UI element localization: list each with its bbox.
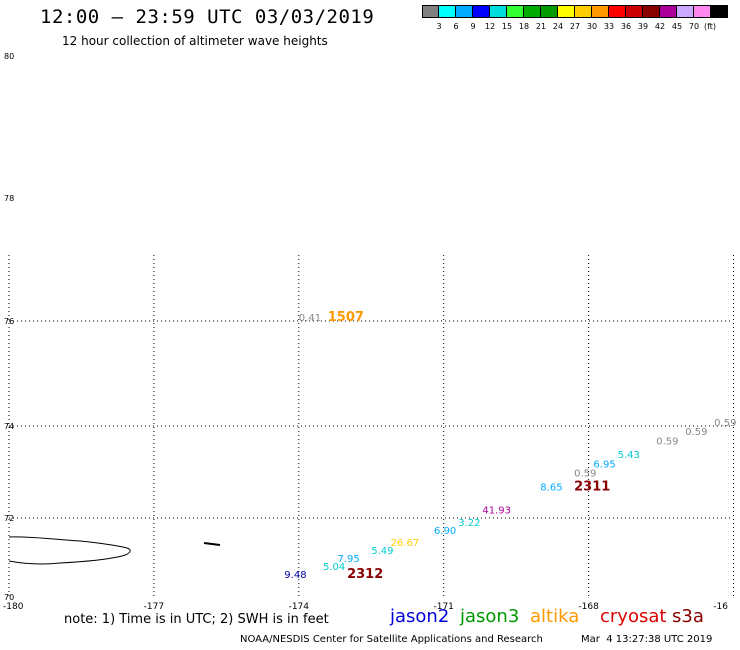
colorbar-label: 70 (688, 22, 700, 31)
colorbar-label: 3 (436, 22, 442, 31)
latitude-label: 80 (4, 52, 14, 61)
longitude-label: -180 (3, 602, 24, 612)
latitude-label: 70 (4, 593, 14, 602)
colorbar-swatch (643, 5, 660, 18)
page-title: 12:00 – 23:59 UTC 03/03/2019 (40, 6, 375, 28)
colorbar-swatch (575, 5, 592, 18)
colorbar-swatch (473, 5, 490, 18)
colorbar-swatch (524, 5, 541, 18)
colorbar-frame (422, 5, 728, 18)
colorbar-label: 24 (552, 22, 564, 31)
wave-height-label: 26.67 (391, 538, 420, 549)
wave-height-label: 0.41 (299, 313, 321, 324)
longitude-label: -177 (144, 602, 164, 612)
colorbar-label: 45 (671, 22, 683, 31)
herald-island-coast (203, 542, 221, 546)
pass-time-label: 2311 (574, 479, 610, 494)
colorbar-swatch (626, 5, 643, 18)
footer-timestamp: Mar 4 13:27:38 UTC 2019 (581, 634, 713, 645)
legend-altika: altika (530, 606, 580, 627)
colorbar-swatch (677, 5, 694, 18)
colorbar-swatch (660, 5, 677, 18)
wave-height-label: 0.59 (656, 436, 678, 447)
wave-height-label: 0.59 (714, 418, 736, 429)
colorbar-swatch (456, 5, 473, 18)
colorbar-label: 15 (501, 22, 513, 31)
colorbar-swatch (541, 5, 558, 18)
colorbar-swatch (592, 5, 609, 18)
wave-height-label: 5.49 (371, 546, 393, 557)
units-note: note: 1) Time is in UTC; 2) SWH is in fe… (64, 612, 329, 627)
legend-cryosat: cryosat (600, 606, 667, 627)
colorbar-label: 30 (586, 22, 598, 31)
wave-height-label: 9.48 (284, 570, 306, 581)
colorbar-label: 6 (453, 22, 459, 31)
wave-height-label: 7.95 (337, 554, 359, 565)
longitude-label: -16 (713, 602, 728, 612)
wrangel-island-coast (8, 536, 131, 565)
longitude-label: -171 (433, 602, 453, 612)
colorbar-swatch (439, 5, 456, 18)
colorbar-label: 9 (470, 22, 476, 31)
latitude-label: 76 (4, 317, 14, 326)
wave-height-label: 5.43 (618, 450, 640, 461)
colorbar-swatch (422, 5, 439, 18)
longitude-label: -174 (289, 602, 310, 612)
pass-time-label: 1507 (328, 310, 364, 325)
wave-height-label: 8.65 (540, 482, 562, 493)
longitude-label: -168 (578, 602, 599, 612)
page-subtitle: 12 hour collection of altimeter wave hei… (62, 34, 328, 48)
legend-s3a: s3a (672, 606, 704, 627)
colorbar-label: 12 (484, 22, 496, 31)
wave-height-label: 0.59 (574, 469, 596, 480)
colorbar-swatch (490, 5, 507, 18)
colorbar-label: 33 (603, 22, 615, 31)
wave-height-label: 6.90 (434, 526, 456, 537)
wave-height-label: 0.59 (685, 427, 707, 438)
colorbar-label: 21 (535, 22, 547, 31)
latitude-label: 74 (4, 422, 14, 431)
colorbar-label: 36 (620, 22, 632, 31)
wave-height-label: 5.04 (323, 562, 345, 573)
legend-jason3: jason3 (460, 606, 520, 627)
wave-height-label: 6.95 (593, 459, 615, 470)
wave-height-label: 3.22 (458, 518, 480, 529)
wave-height-label: 41.93 (482, 505, 511, 516)
colorbar-label: 27 (569, 22, 581, 31)
colorbar-label: 39 (637, 22, 649, 31)
footer-credit: NOAA/NESDIS Center for Satellite Applica… (240, 634, 543, 645)
colorbar-label: 18 (518, 22, 530, 31)
pass-time-label: 2312 (347, 567, 383, 582)
colorbar-swatch (558, 5, 575, 18)
colorbar-label: 42 (654, 22, 666, 31)
colorbar-swatch (694, 5, 711, 18)
latitude-label: 72 (4, 514, 14, 523)
latitude-label: 78 (4, 194, 14, 203)
colorbar-unit: (ft) (704, 22, 717, 31)
colorbar-swatch (609, 5, 626, 18)
legend-jason2: jason2 (390, 606, 450, 627)
colorbar-swatch (507, 5, 524, 18)
